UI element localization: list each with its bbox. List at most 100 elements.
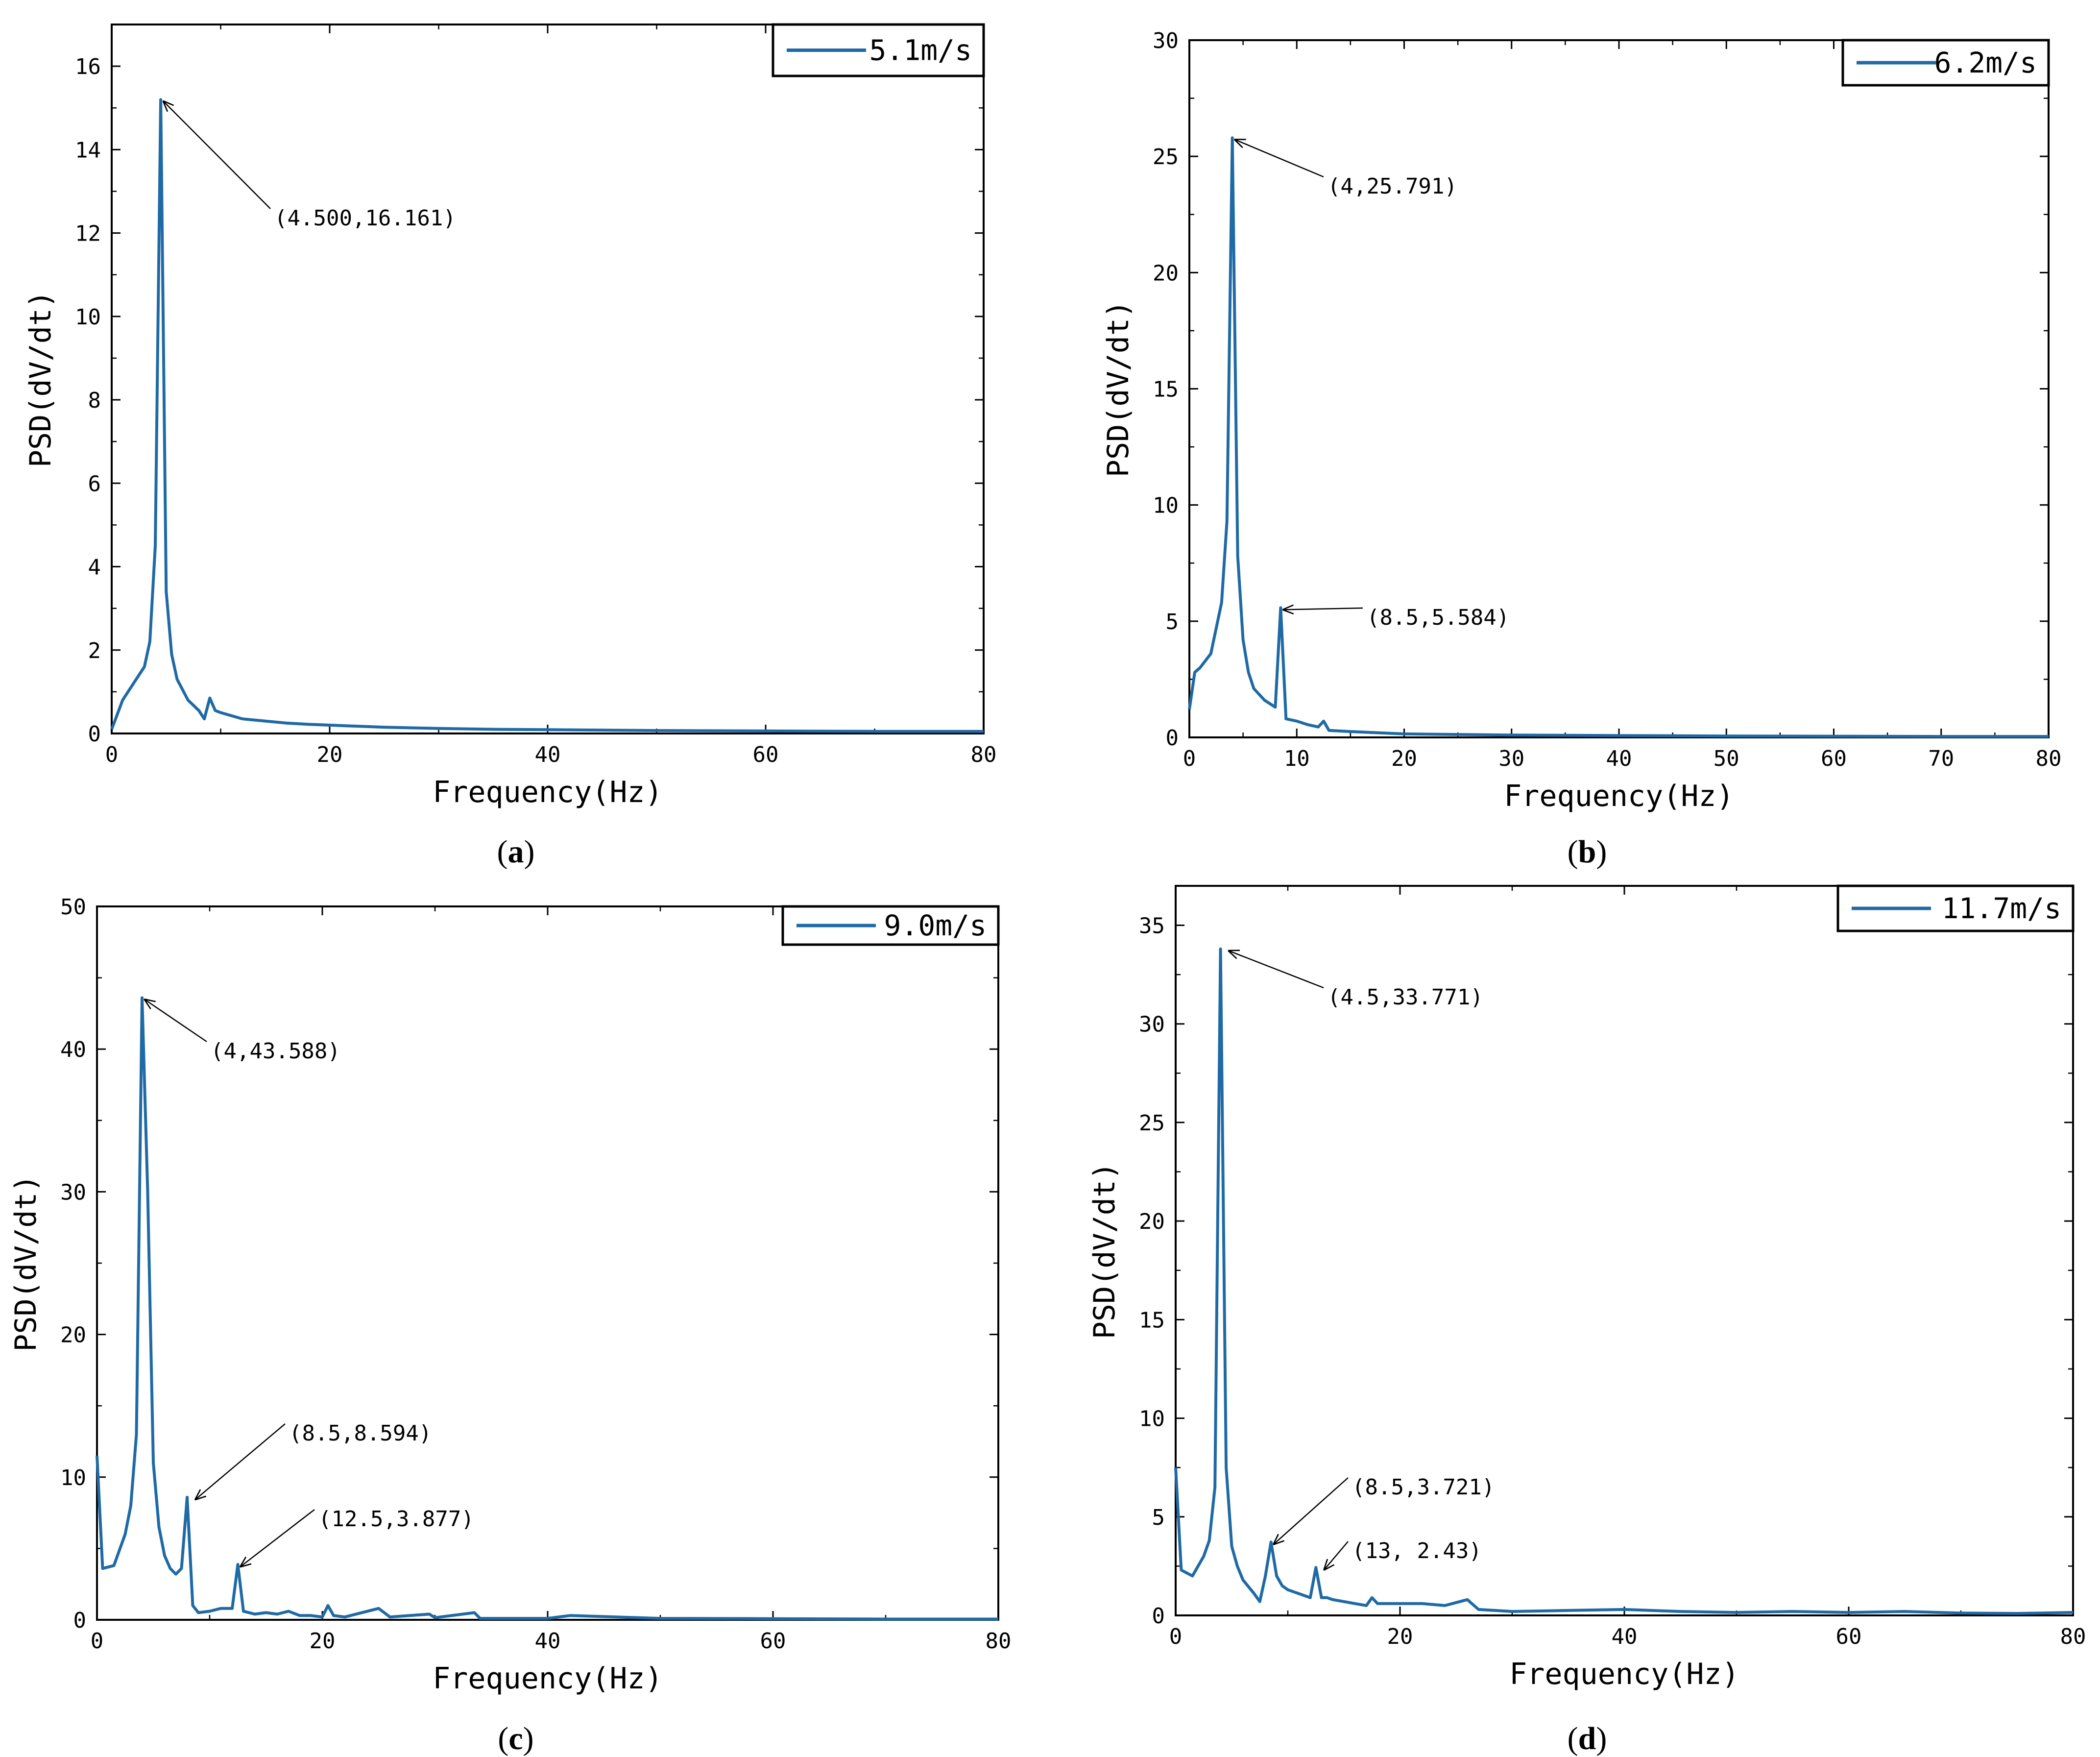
legend-label: 5.1m/s [869, 34, 972, 67]
y-tick-label: 10 [60, 1465, 86, 1490]
annotation-label: (8.5,8.594) [289, 1421, 432, 1446]
x-tick-label: 80 [986, 1629, 1012, 1654]
x-tick-label: 80 [971, 742, 997, 767]
y-tick-label: 2 [88, 638, 101, 663]
annotation-label: (8.5,3.721) [1352, 1475, 1495, 1500]
x-tick-label: 20 [1391, 746, 1417, 771]
caption-letter: c [508, 1721, 523, 1757]
y-tick-label: 10 [1153, 493, 1179, 518]
x-tick-label: 0 [105, 742, 119, 767]
y-tick-label: 10 [1139, 1407, 1165, 1432]
annotation-arrow [145, 1000, 207, 1043]
caption-open-paren: ( [498, 1721, 508, 1757]
annotation-arrow [164, 101, 271, 209]
psd-series-line [1174, 947, 2074, 1615]
y-tick-label: 5 [1152, 1505, 1165, 1530]
y-tick-label: 16 [75, 54, 101, 79]
panel-b: 0 10 20 30 40 50 60 70 80 0 5 10 15 20 25 30 Frequency(H… [1101, 28, 2061, 870]
x-tick-label: 80 [2036, 746, 2062, 771]
plot-frame [1188, 39, 2050, 738]
y-tick-label: 14 [75, 138, 101, 163]
annotation-label: (4,25.791) [1328, 174, 1457, 199]
y-tick-label: 0 [73, 1608, 87, 1633]
panel-d: 0 20 40 60 80 0 5 10 15 20 25 30 35 Frequency(Hz) PSD(… [1087, 884, 2086, 1757]
x-tick-label: 30 [1498, 746, 1524, 771]
x-tick-label: 20 [310, 1629, 336, 1654]
caption-letter: a [508, 834, 524, 870]
x-tick-label: 60 [760, 1629, 786, 1654]
plot-frame [1175, 885, 2074, 1616]
y-tick-label: 40 [60, 1037, 86, 1062]
y-tick-label: 15 [1139, 1308, 1165, 1333]
y-tick-label: 25 [1139, 1111, 1165, 1136]
y-tick-label: 25 [1153, 145, 1179, 170]
annotation-label: (13, 2.43) [1352, 1538, 1482, 1563]
x-tick-label: 80 [2060, 1624, 2086, 1649]
x-tick-label: 60 [753, 742, 779, 767]
x-tick-label: 40 [1606, 746, 1632, 771]
y-axis-label: PSD(dV/dt) [9, 1174, 43, 1351]
caption-open-paren: ( [1568, 834, 1578, 870]
legend-label: 6.2m/s [1934, 46, 2037, 79]
caption-letter: d [1578, 1721, 1596, 1757]
annotation-label: (12.5,3.877) [318, 1507, 474, 1532]
y-tick-label: 12 [75, 221, 101, 246]
y-tick-label: 35 [1139, 913, 1165, 938]
y-axis-label: PSD(dV/dt) [1087, 1162, 1122, 1339]
plot-frame [96, 905, 999, 1621]
panel-c: 0 20 40 60 80 0 10 20 30 40 50 Frequency(Hz) PSD(dV/… [9, 895, 1011, 1757]
caption-letter: b [1578, 834, 1596, 870]
annotation-arrow [1229, 951, 1324, 989]
psd-series-line [96, 996, 998, 1621]
annotation-arrow [1325, 1541, 1349, 1569]
x-axis-label: Frequency(Hz) [1509, 1657, 1739, 1691]
x-tick-label: 40 [1612, 1624, 1638, 1649]
panel-a: 0 20 40 60 80 0 2 4 6 8 10 12 14 16 Frequency(Hz) PSD(d… [24, 23, 997, 870]
annotation-label: (4,43.588) [211, 1039, 340, 1064]
annotation-arrow [1274, 1477, 1349, 1544]
x-tick-label: 0 [91, 1629, 104, 1654]
annotation-arrow [241, 1509, 315, 1566]
y-tick-label: 20 [60, 1323, 86, 1348]
annotation-label: (8.5,5.584) [1367, 605, 1509, 630]
y-tick-label: 20 [1153, 261, 1179, 286]
psd-series-line [1188, 136, 2049, 738]
annotation-arrow [196, 1423, 286, 1499]
y-tick-label: 20 [1139, 1209, 1165, 1234]
x-tick-label: 60 [1836, 1624, 1862, 1649]
x-tick-label: 50 [1714, 746, 1739, 771]
panel-caption: (c) [498, 1721, 533, 1757]
caption-open-paren: ( [1568, 1721, 1578, 1757]
y-tick-label: 0 [88, 722, 101, 747]
annotation-arrow [1283, 608, 1363, 610]
caption-close-paren: ) [524, 834, 535, 870]
caption-close-paren: ) [1596, 1721, 1607, 1757]
y-tick-label: 30 [1139, 1012, 1165, 1037]
x-tick-label: 0 [1183, 746, 1196, 771]
y-tick-label: 6 [88, 471, 101, 496]
x-tick-label: 0 [1169, 1624, 1183, 1649]
panel-caption: (d) [1568, 1721, 1607, 1757]
y-tick-label: 0 [1152, 1604, 1165, 1629]
annotation-label: (4.500,16.161) [274, 206, 456, 231]
plot-frame [111, 24, 985, 734]
annotation-label: (4.5,33.771) [1328, 985, 1483, 1010]
y-tick-label: 8 [88, 388, 101, 413]
x-tick-label: 10 [1284, 746, 1310, 771]
psd-series-line [110, 98, 984, 733]
x-tick-label: 70 [1928, 746, 1954, 771]
caption-close-paren: ) [1596, 834, 1607, 870]
x-axis-label: Frequency(Hz) [1504, 779, 1734, 813]
panel-caption: (b) [1568, 834, 1607, 870]
y-tick-label: 10 [75, 305, 101, 330]
x-tick-label: 60 [1821, 746, 1847, 771]
y-tick-label: 50 [60, 895, 86, 920]
x-tick-label: 20 [317, 742, 343, 767]
legend-label: 9.0m/s [884, 909, 987, 942]
annotation-arrow [1235, 140, 1324, 178]
y-axis-label: PSD(dV/dt) [24, 291, 58, 467]
y-axis-label: PSD(dV/dt) [1101, 300, 1135, 477]
y-tick-label: 30 [60, 1180, 86, 1205]
legend-label: 11.7m/s [1942, 892, 2061, 925]
